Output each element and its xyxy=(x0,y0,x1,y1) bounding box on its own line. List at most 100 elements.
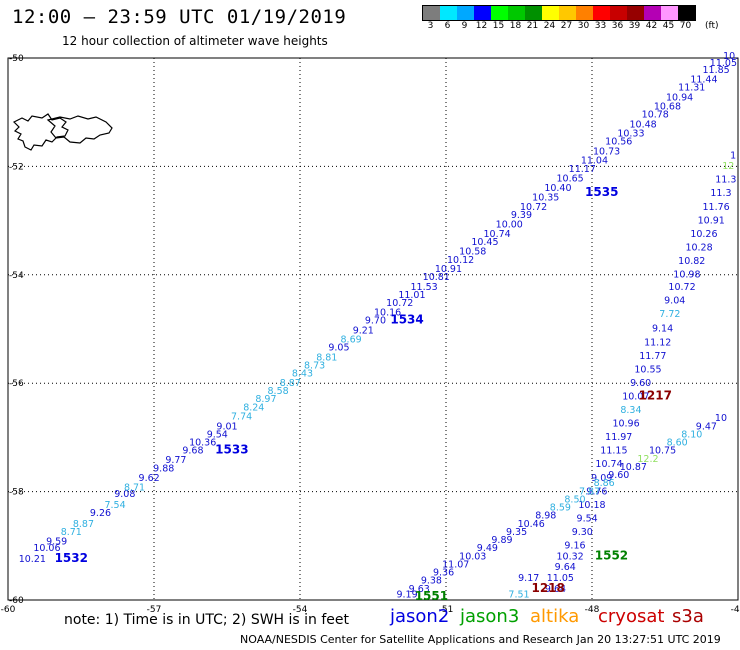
color-scale-ticks: 3 6 9 12 15 18 21 24 27 30 33 36 39 42 45 70 xyxy=(422,21,694,31)
wave-height-label: 11.3 xyxy=(710,188,731,199)
x-tick-label: -48 xyxy=(585,605,600,615)
wave-height-label: 9.17 xyxy=(518,573,539,584)
wave-height-label: 11.17 xyxy=(569,164,596,175)
wave-height-label: 10.16 xyxy=(374,307,401,318)
wave-height-label: 8.50 xyxy=(564,494,585,505)
y-tick-label: -58 xyxy=(9,488,24,498)
color-swatch xyxy=(644,6,661,20)
wave-height-label: 10.06 xyxy=(33,543,60,554)
color-tick-label: 12 xyxy=(475,21,488,31)
x-tick-label: -54 xyxy=(293,605,308,615)
color-swatch xyxy=(678,6,695,20)
wave-height-label: 11.44 xyxy=(690,74,717,85)
wave-height-label: 9.77 xyxy=(165,455,186,466)
wave-height-label: 10.82 xyxy=(678,256,705,267)
wave-height-label: 10.26 xyxy=(690,229,717,240)
wave-height-label: 10.72 xyxy=(668,282,695,293)
wave-height-label: 10.12 xyxy=(447,255,474,266)
color-swatch xyxy=(610,6,627,20)
wave-height-label: 8.59 xyxy=(550,503,571,514)
wave-height-label: 9.54 xyxy=(577,513,598,524)
color-scale-bar xyxy=(422,5,696,21)
wave-height-label: 10.03 xyxy=(459,551,486,562)
wave-height-label: 9.05 xyxy=(328,343,349,354)
coastline-shape xyxy=(12,113,113,151)
wave-height-label: 10.21 xyxy=(19,554,46,565)
wave-height-label: 11.01 xyxy=(398,290,425,301)
color-tick-label: 30 xyxy=(577,21,590,31)
wave-height-label: 9.89 xyxy=(491,535,512,546)
wave-height-label: 10.96 xyxy=(612,419,639,430)
wave-height-label: 9.09 xyxy=(591,473,612,484)
y-tick-label: -60 xyxy=(9,596,24,606)
wave-height-label: 8.81 xyxy=(316,352,337,363)
wave-height-label: 8.98 xyxy=(535,511,556,522)
color-swatch xyxy=(440,6,457,20)
wave-height-label: 11.15 xyxy=(600,446,627,457)
pass-number-label: 1552 xyxy=(595,548,628,562)
color-swatch xyxy=(661,6,678,20)
wave-height-label: 10.65 xyxy=(556,174,583,185)
wave-height-label: 1 xyxy=(730,150,736,161)
wave-height-label: 10.68 xyxy=(654,101,681,112)
wave-height-label: 10. xyxy=(723,51,738,62)
wave-height-label: 7.72 xyxy=(659,309,680,320)
color-tick-label: 36 xyxy=(611,21,624,31)
wave-height-label: 9.21 xyxy=(353,325,374,336)
wave-height-label: 11.97 xyxy=(605,432,632,443)
wave-height-label: 11.07 xyxy=(442,559,469,570)
wave-height-label: 8.86 xyxy=(594,478,615,489)
wave-height-label: 10.87 xyxy=(620,462,647,473)
wave-height-label: 10.91 xyxy=(435,264,462,275)
x-tick-label: -57 xyxy=(147,605,162,615)
color-swatch xyxy=(627,6,644,20)
wave-height-label: 10.55 xyxy=(634,364,661,375)
wave-height-label: 10.48 xyxy=(629,119,656,130)
wave-height-label: 9.68 xyxy=(182,446,203,457)
mission-legend-item: s3a xyxy=(672,606,704,627)
wave-height-label: 10.07 xyxy=(622,391,649,402)
mission-legend-item: jason3 xyxy=(460,606,520,627)
y-tick-label: -54 xyxy=(9,271,24,281)
wave-height-label: 8.97 xyxy=(255,394,276,405)
color-tick-label: 70 xyxy=(679,21,692,31)
wave-height-label: 8.24 xyxy=(243,402,264,413)
color-tick-label: 42 xyxy=(645,21,658,31)
wave-height-label: 10.58 xyxy=(459,247,486,258)
color-tick-label: 15 xyxy=(492,21,505,31)
pass-number-label: 1532 xyxy=(55,551,88,565)
wave-height-label: 10.78 xyxy=(642,110,669,121)
wave-height-label: 11.04 xyxy=(581,156,608,167)
wave-height-label: 10.75 xyxy=(649,446,676,457)
wave-height-label: 10.74 xyxy=(595,459,622,470)
wave-height-label: 8.71 xyxy=(124,483,145,494)
wave-height-label: 12 xyxy=(722,161,734,172)
color-tick-label: 45 xyxy=(662,21,675,31)
mission-legend-item: cryosat xyxy=(598,606,665,627)
wave-height-label: 10.94 xyxy=(666,92,693,103)
color-tick-label: 18 xyxy=(509,21,522,31)
wave-height-label: 9.39 xyxy=(511,210,532,221)
wave-height-label: 10.73 xyxy=(593,146,620,157)
wave-height-label: 10.74 xyxy=(483,229,510,240)
wave-height-label: 8.73 xyxy=(304,361,325,372)
color-swatch xyxy=(576,6,593,20)
pass-number-label: 1535 xyxy=(585,185,618,199)
wave-height-label: 9.76 xyxy=(586,486,607,497)
wave-height-label: 8.69 xyxy=(341,335,362,346)
color-swatch xyxy=(457,6,474,20)
wave-height-label: 9.38 xyxy=(421,576,442,587)
wave-height-label: 9.60 xyxy=(608,470,629,481)
pass-number-label: 1218 xyxy=(531,581,564,595)
wave-height-label: 8.87 xyxy=(73,519,94,530)
wave-height-label: 9.35 xyxy=(506,527,527,538)
plot-frame xyxy=(7,57,739,601)
wave-height-label: 10.81 xyxy=(423,272,450,283)
wave-height-label: 9.64 xyxy=(555,562,576,573)
footer-credit: NOAA/NESDIS Center for Satellite Applica… xyxy=(240,633,721,646)
pass-number-label: 1534 xyxy=(390,313,423,327)
wave-height-label: 9.60 xyxy=(630,378,651,389)
wave-height-label: 11.85 xyxy=(702,65,729,76)
pass-number-label: 1533 xyxy=(215,443,248,457)
